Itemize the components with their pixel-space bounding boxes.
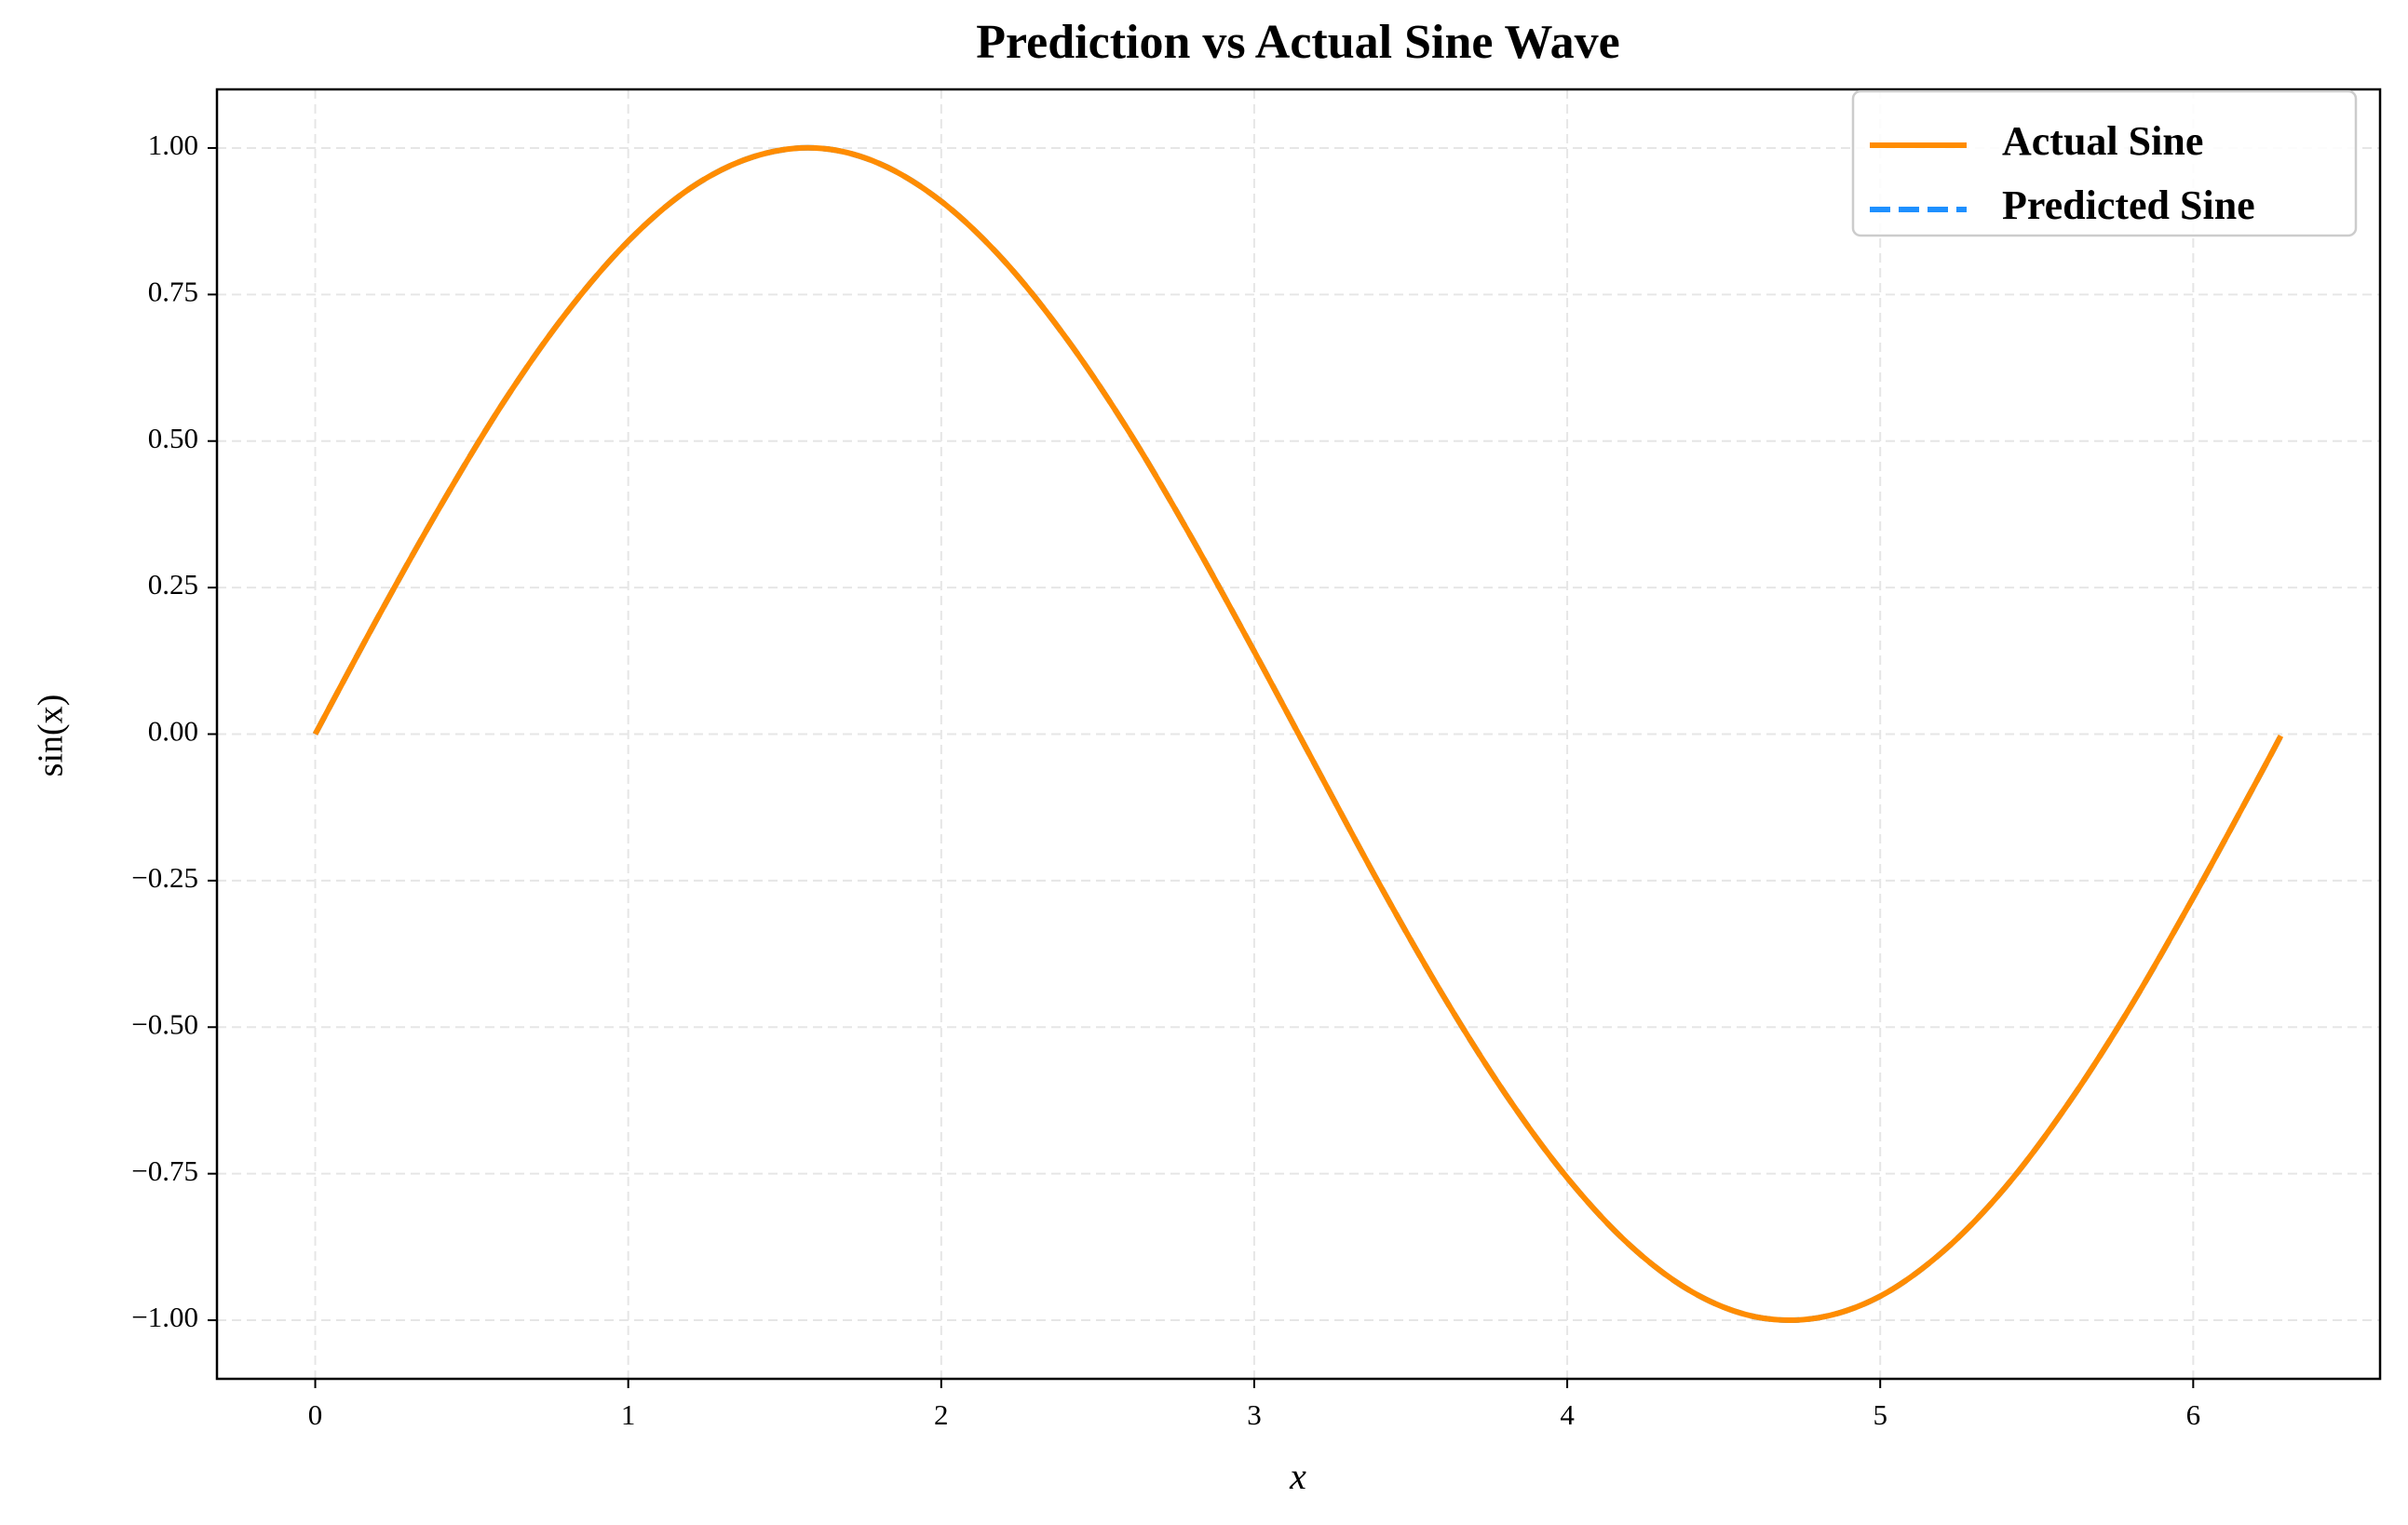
series-line bbox=[312, 144, 2284, 1324]
y-tick-label: 1.00 bbox=[148, 128, 198, 161]
legend-label: Actual Sine bbox=[2002, 118, 2203, 164]
y-tick-label: 0.00 bbox=[148, 715, 198, 748]
x-axis-label: x bbox=[1289, 1455, 1306, 1497]
y-tick-label: −1.00 bbox=[131, 1301, 198, 1333]
legend-label: Predicted Sine bbox=[2002, 182, 2255, 228]
x-tick-label: 4 bbox=[1560, 1398, 1575, 1431]
y-tick-label: −0.50 bbox=[131, 1007, 198, 1040]
y-tick-label: −0.25 bbox=[131, 861, 198, 894]
y-tick-label: 0.50 bbox=[148, 422, 198, 454]
x-tick-label: 0 bbox=[308, 1398, 323, 1431]
y-axis-label: sin(x) bbox=[32, 695, 71, 777]
y-tick-label: 0.25 bbox=[148, 568, 198, 601]
x-tick-label: 2 bbox=[934, 1398, 949, 1431]
x-tick-label: 1 bbox=[621, 1398, 636, 1431]
legend-box bbox=[1851, 89, 2358, 237]
chart-title: Prediction vs Actual Sine Wave bbox=[976, 16, 1619, 69]
x-tick-label: 5 bbox=[1873, 1398, 1887, 1431]
x-tick-label: 6 bbox=[2186, 1398, 2201, 1431]
y-tick-label: 0.75 bbox=[148, 275, 198, 307]
x-tick-label: 3 bbox=[1247, 1398, 1262, 1431]
y-tick-label: −0.75 bbox=[131, 1154, 198, 1187]
axes-border bbox=[215, 88, 2382, 1381]
